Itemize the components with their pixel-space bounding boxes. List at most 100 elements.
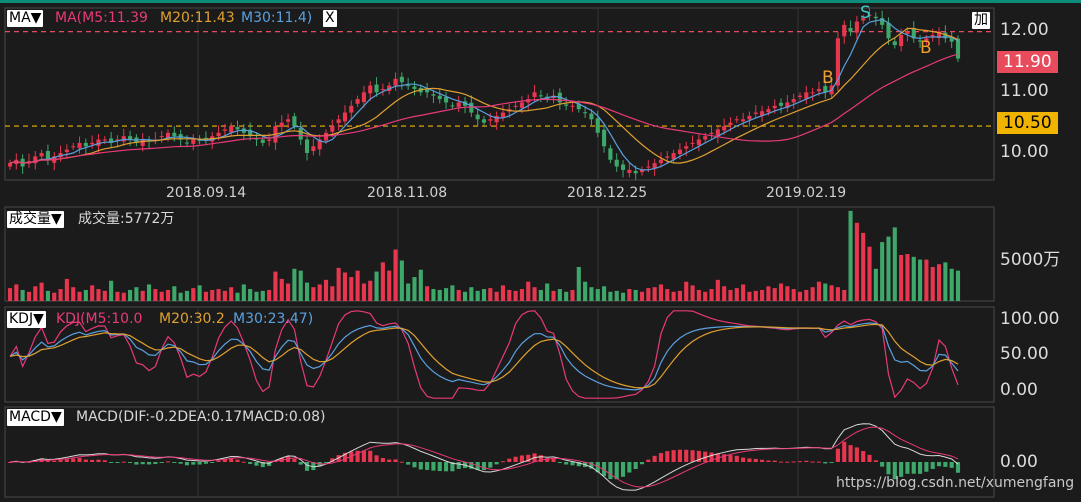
close-indicator-button[interactable]: X xyxy=(323,10,337,27)
candle-body xyxy=(791,99,796,103)
volume-bar xyxy=(77,291,82,301)
volume-bar xyxy=(671,291,676,301)
macd-histogram-bar xyxy=(728,455,733,462)
candle-body xyxy=(633,170,638,174)
candle-body xyxy=(456,102,461,107)
macd-histogram-bar xyxy=(153,462,158,465)
kdj-menu-button[interactable]: KDJ▼ xyxy=(7,311,46,328)
macd-histogram-bar xyxy=(930,462,935,469)
candle-body xyxy=(772,105,777,109)
macd-histogram-bar xyxy=(71,458,76,462)
macd-histogram-bar xyxy=(753,458,758,462)
macd-histogram-bar xyxy=(791,461,796,463)
macd-histogram-bar xyxy=(52,460,57,462)
macd-histogram-bar xyxy=(450,462,455,472)
candle-body xyxy=(677,149,682,155)
candle-body xyxy=(576,103,581,110)
macd-histogram-bar xyxy=(627,462,632,473)
candle-body xyxy=(816,88,822,92)
volume-bar xyxy=(475,290,480,301)
candle-body xyxy=(842,24,847,37)
macd-histogram-bar xyxy=(551,458,556,462)
volume-bar xyxy=(437,289,442,301)
macd-histogram-bar xyxy=(677,449,682,462)
candle-body xyxy=(665,156,670,158)
volume-bar xyxy=(39,282,44,301)
macd-histogram-bar xyxy=(191,462,196,465)
candle-body xyxy=(437,95,442,100)
macd-histogram-bar xyxy=(323,462,329,463)
macd-histogram-bar xyxy=(665,451,670,462)
macd-histogram-bar xyxy=(254,462,259,466)
macd-value-label: MACD(DIF:-0.2DEA:0.17MACD:0.08) xyxy=(76,409,326,425)
macd-histogram-bar xyxy=(7,462,13,463)
ma-menu-button[interactable]: MA▼ xyxy=(7,10,44,27)
volume-bar xyxy=(741,284,746,301)
candle-body xyxy=(728,122,733,126)
ma5-line xyxy=(9,18,959,171)
macd-menu-button[interactable]: MACD▼ xyxy=(7,409,64,426)
candle-body xyxy=(102,139,107,141)
kdj-y-tick: 50.00 xyxy=(1000,344,1049,364)
volume-bar xyxy=(804,289,809,301)
macd-histogram-bar xyxy=(159,462,164,463)
ma-m20-label: M20:11.43 xyxy=(160,10,235,26)
buy-signal: B xyxy=(920,38,932,58)
candle-body xyxy=(90,142,95,145)
candle-body xyxy=(627,169,632,173)
macd-histogram-bar xyxy=(835,448,840,462)
candle-body xyxy=(690,142,695,144)
volume-bar xyxy=(71,287,76,301)
candle-body xyxy=(500,112,506,117)
macd-histogram-bar xyxy=(488,462,493,468)
macd-histogram-bar xyxy=(235,459,240,462)
candle-body xyxy=(64,149,69,153)
macd-histogram-bar xyxy=(507,458,512,462)
volume-bar xyxy=(570,289,575,301)
macd-histogram-bar xyxy=(772,460,777,462)
volume-bar xyxy=(747,291,752,301)
volume-bar xyxy=(488,288,493,301)
volume-bar xyxy=(867,246,872,301)
macd-histogram-bar xyxy=(241,461,246,463)
macd-histogram-bar xyxy=(766,460,771,462)
macd-histogram-bar xyxy=(96,459,101,462)
candle-body xyxy=(810,92,815,94)
macd-histogram-bar xyxy=(741,457,746,462)
candle-body xyxy=(892,41,897,46)
macd-histogram-bar xyxy=(854,447,859,462)
macd-histogram-bar xyxy=(848,445,853,462)
volume-bar xyxy=(159,291,164,301)
volume-bar xyxy=(551,290,556,301)
macd-histogram-bar xyxy=(564,462,569,465)
candle-body xyxy=(918,40,923,42)
macd-histogram-bar xyxy=(248,462,253,464)
volume-bar xyxy=(469,287,474,301)
candle-body xyxy=(7,163,13,167)
volume-bar xyxy=(614,290,619,301)
candle-body xyxy=(349,105,354,113)
kdj-m20-label: M20:30.2 xyxy=(159,311,225,327)
volume-bar xyxy=(172,286,177,301)
candle-body xyxy=(216,132,221,137)
sell-signal: S xyxy=(860,3,871,23)
candle-body xyxy=(741,119,746,122)
volume-bar xyxy=(823,283,828,301)
volume-bar xyxy=(639,291,645,301)
candle-body xyxy=(393,78,398,86)
add-indicator-button[interactable]: 加 xyxy=(972,12,990,29)
volume-menu-button[interactable]: 成交量▼ xyxy=(7,211,64,228)
volume-bar xyxy=(905,254,910,301)
candle-body xyxy=(804,92,809,99)
macd-histogram-bar xyxy=(696,450,701,462)
macd-histogram-bar xyxy=(861,451,866,462)
volume-bar xyxy=(620,292,626,301)
price-tag-yellow: 10.50 xyxy=(997,112,1058,134)
macd-histogram-bar xyxy=(304,462,310,471)
macd-histogram-bar xyxy=(943,462,948,467)
candle-body xyxy=(317,139,322,150)
candle-body xyxy=(380,88,385,90)
candle-body xyxy=(955,38,961,59)
macd-histogram-bar xyxy=(361,450,366,462)
